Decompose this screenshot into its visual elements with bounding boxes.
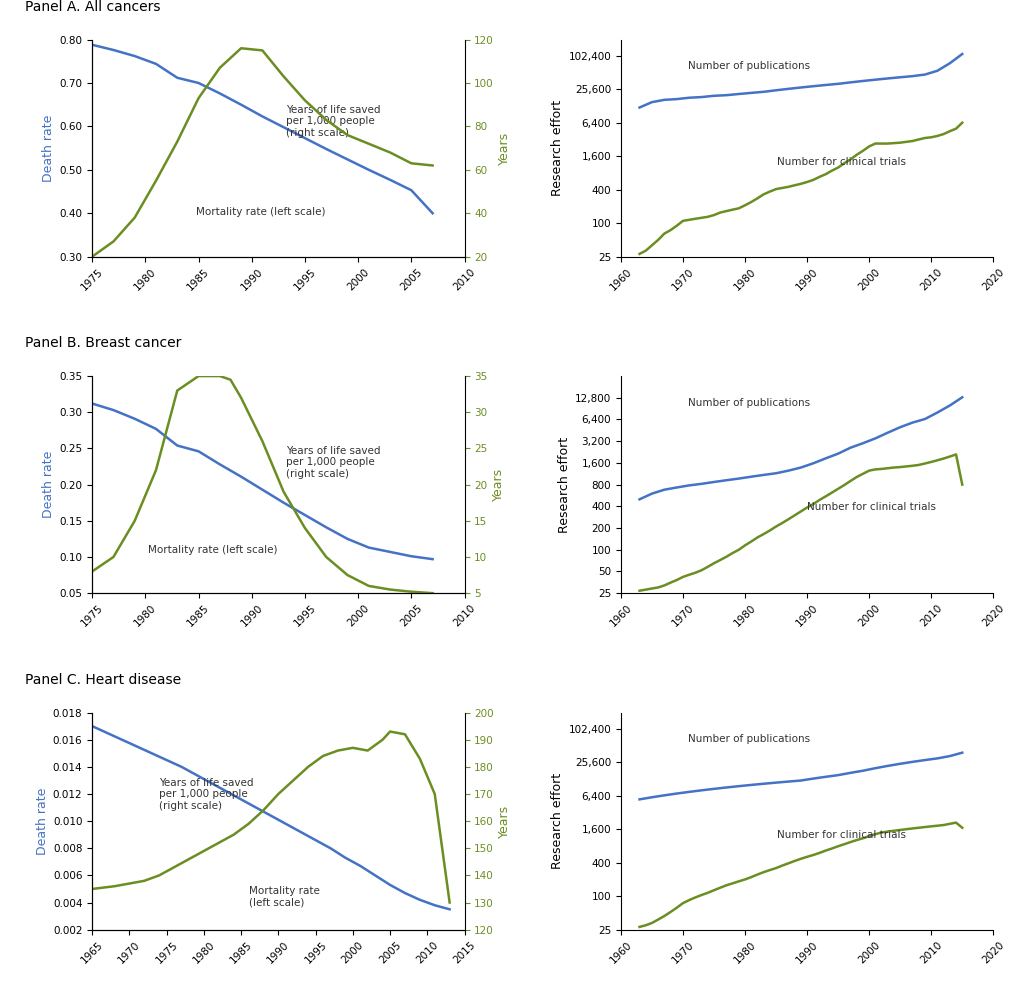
Text: Mortality rate
(left scale): Mortality rate (left scale) <box>249 886 319 908</box>
Y-axis label: Research effort: Research effort <box>551 100 564 196</box>
Text: Number of publications: Number of publications <box>688 398 810 407</box>
Y-axis label: Years: Years <box>498 132 511 165</box>
Y-axis label: Years: Years <box>498 804 511 838</box>
Y-axis label: Research effort: Research effort <box>558 436 570 533</box>
Y-axis label: Death rate: Death rate <box>42 115 55 182</box>
Text: Number of publications: Number of publications <box>688 61 810 71</box>
Y-axis label: Years: Years <box>492 468 505 501</box>
Text: Number for clinical trials: Number for clinical trials <box>777 157 906 167</box>
Y-axis label: Death rate: Death rate <box>36 787 49 854</box>
Text: Number of publications: Number of publications <box>688 734 810 745</box>
Y-axis label: Death rate: Death rate <box>42 451 55 518</box>
Text: Panel A. All cancers: Panel A. All cancers <box>26 0 161 14</box>
Text: Mortality rate (left scale): Mortality rate (left scale) <box>197 207 326 217</box>
Text: Years of life saved
per 1,000 people
(right scale): Years of life saved per 1,000 people (ri… <box>286 105 380 137</box>
Text: Panel B. Breast cancer: Panel B. Breast cancer <box>26 336 181 350</box>
Text: Number for clinical trials: Number for clinical trials <box>777 830 906 840</box>
Text: Years of life saved
per 1,000 people
(right scale): Years of life saved per 1,000 people (ri… <box>286 445 380 479</box>
Text: Number for clinical trials: Number for clinical trials <box>807 502 936 512</box>
Y-axis label: Research effort: Research effort <box>551 773 564 869</box>
Text: Years of life saved
per 1,000 people
(right scale): Years of life saved per 1,000 people (ri… <box>159 777 254 811</box>
Text: Panel C. Heart disease: Panel C. Heart disease <box>26 673 181 686</box>
Text: Mortality rate (left scale): Mortality rate (left scale) <box>148 545 278 556</box>
